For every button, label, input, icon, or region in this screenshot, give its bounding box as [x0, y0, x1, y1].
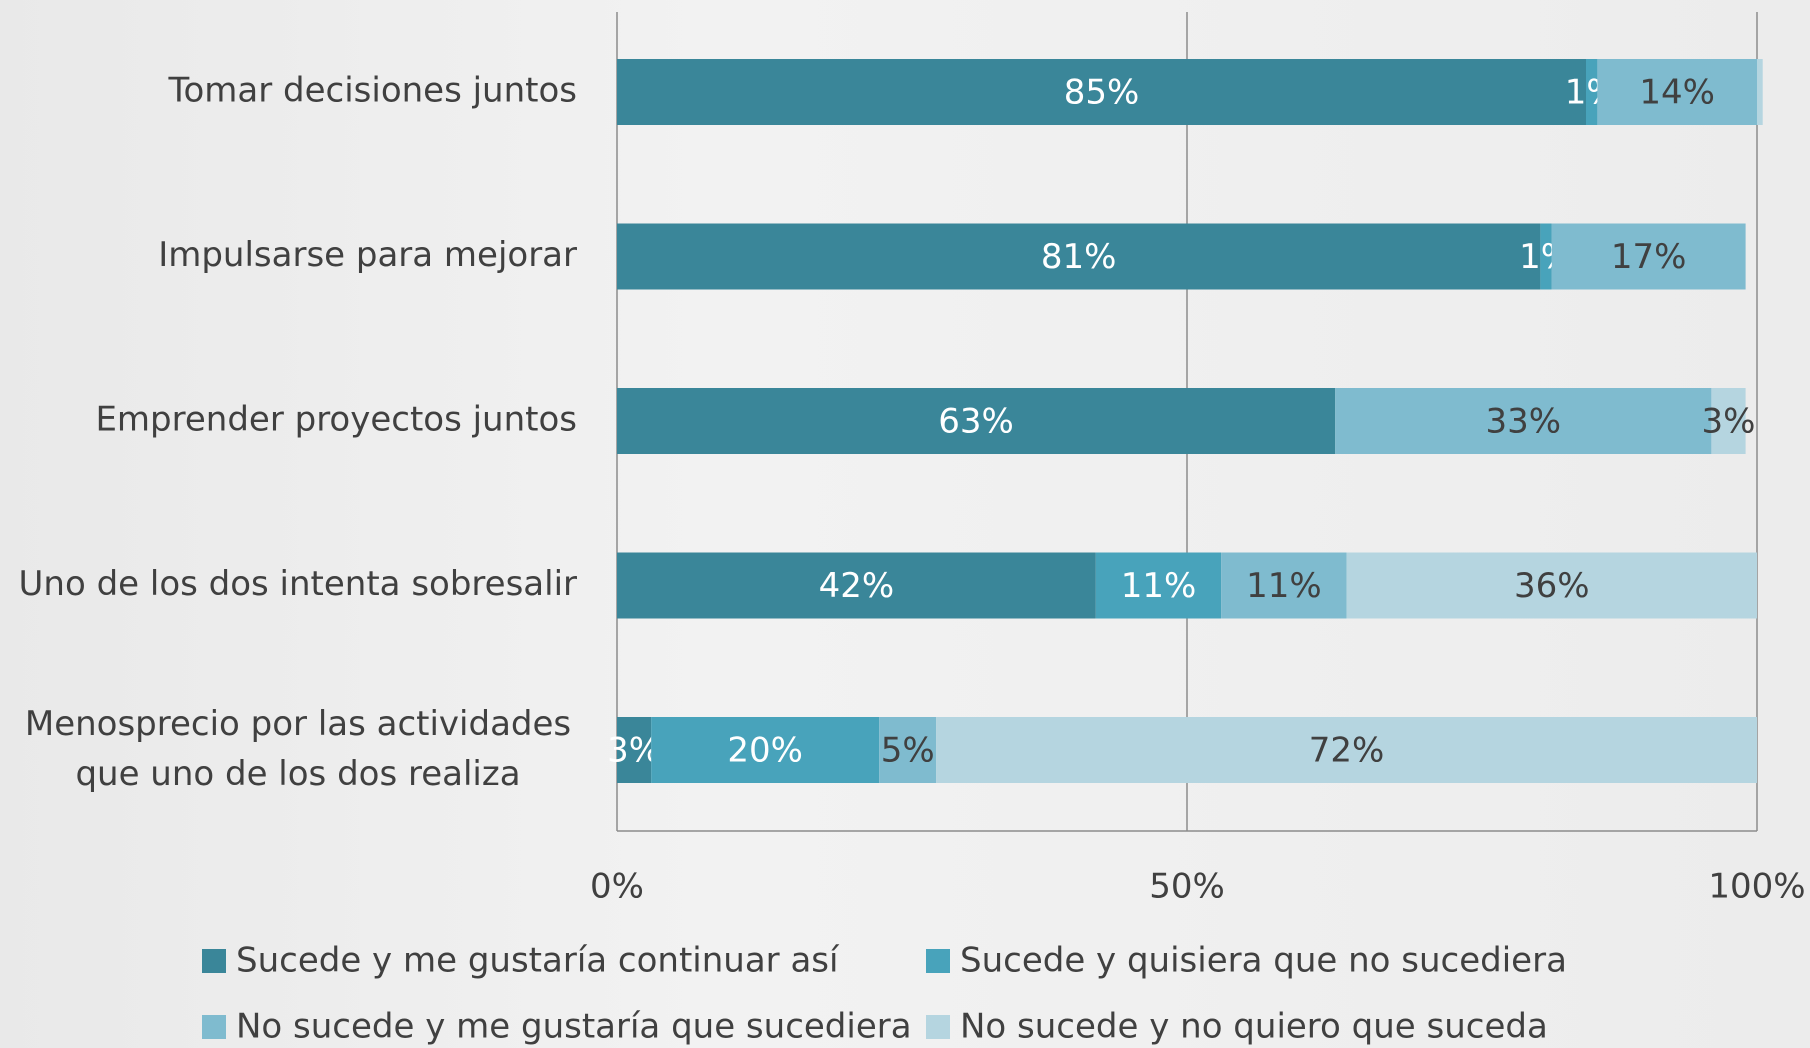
legend-swatch: [926, 949, 950, 973]
data-label: 63%: [938, 402, 1014, 442]
bar-segment: [651, 717, 880, 783]
bar-segment: [1346, 552, 1757, 619]
bar-segment: [1711, 388, 1746, 454]
bar-segment: [1540, 223, 1552, 290]
bar-segment: [1597, 59, 1757, 125]
bar-segment: [879, 717, 937, 783]
legend-label: Sucede y quisiera que no sucediera: [960, 941, 1567, 981]
bar-segment: [1095, 552, 1222, 619]
bar-segment: [1586, 59, 1598, 125]
data-label: 3%: [1702, 402, 1756, 442]
data-label: 72%: [1309, 731, 1385, 771]
bar-segment: [617, 388, 1336, 454]
data-label: 33%: [1486, 402, 1562, 442]
bar-segment: [1757, 59, 1763, 125]
x-tick-label: 100%: [1708, 867, 1805, 907]
bar-segment: [617, 223, 1541, 290]
data-label: 81%: [1041, 237, 1117, 277]
legend-swatch: [202, 1015, 226, 1039]
data-label: 17%: [1611, 237, 1687, 277]
data-label: 5%: [881, 731, 935, 771]
x-tick-label: 0%: [590, 867, 644, 907]
legend-label: Sucede y me gustaría continuar así: [236, 941, 840, 981]
bar-segment: [1551, 223, 1746, 290]
data-label: 14%: [1639, 73, 1715, 113]
legend-swatch: [926, 1015, 950, 1039]
bar-segment: [936, 717, 1757, 783]
legend-label: No sucede y me gustaría que sucediera: [236, 1007, 912, 1047]
bar-segment: [617, 717, 652, 783]
data-label: 36%: [1514, 566, 1590, 606]
category-label: Impulsarse para mejorar: [158, 235, 577, 275]
legend-label: No sucede y no quiero que suceda: [960, 1007, 1548, 1047]
legend-swatch: [202, 949, 226, 973]
x-tick-label: 50%: [1149, 867, 1225, 907]
data-label: 11%: [1246, 566, 1322, 606]
category-label: Emprender proyectos juntos: [95, 400, 577, 440]
bar-segment: [1221, 552, 1347, 619]
data-label: 85%: [1064, 73, 1140, 113]
category-label: Uno de los dos intenta sobresalir: [19, 564, 577, 604]
bar-segment: [1335, 388, 1712, 454]
category-label: Menosprecio por las actividades que uno d…: [25, 704, 571, 794]
data-label: 42%: [819, 566, 895, 606]
bar-segment: [617, 59, 1586, 125]
data-label: 11%: [1121, 566, 1197, 606]
data-label: 20%: [727, 731, 803, 771]
category-label: Tomar decisiones juntos: [167, 71, 577, 111]
bar-segment: [617, 552, 1096, 619]
